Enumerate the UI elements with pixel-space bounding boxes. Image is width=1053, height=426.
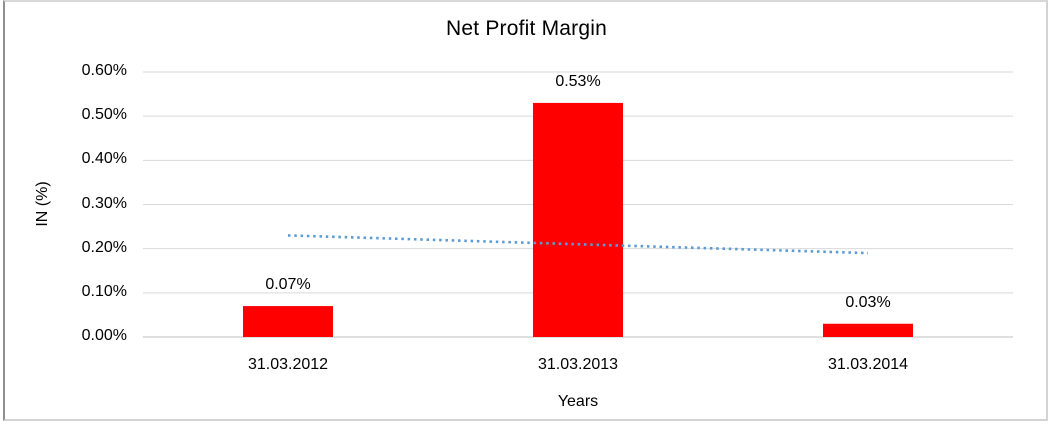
x-tick-label: 31.03.2012 [247,356,329,373]
y-axis-title: IN (%) [34,181,51,227]
bar-31.03.2013 [533,102,623,338]
chart-frame [3,0,1048,421]
y-tick-label: 0.10% [81,282,127,300]
bar-value-label: 0.53% [555,72,601,90]
y-tick-label: 0.40% [81,150,127,168]
x-tick-label: 31.03.2013 [537,356,619,373]
bar-31.03.2012 [243,306,333,337]
chart-title: Net Profit Margin [446,17,607,40]
bar-value-label: 0.03% [845,293,891,311]
y-tick-label: 0.20% [81,238,127,256]
bar-value-label: 0.07% [265,276,311,294]
y-tick-label: 0.60% [81,62,127,79]
x-axis-title: Years [557,393,599,410]
y-tick-label: 0.30% [81,194,127,212]
trendline [287,234,869,255]
y-tick-label: 0.00% [81,327,127,344]
x-tick-label: 31.03.2014 [827,356,909,373]
bar-31.03.2014 [823,323,913,337]
y-tick-label: 0.50% [81,106,127,124]
